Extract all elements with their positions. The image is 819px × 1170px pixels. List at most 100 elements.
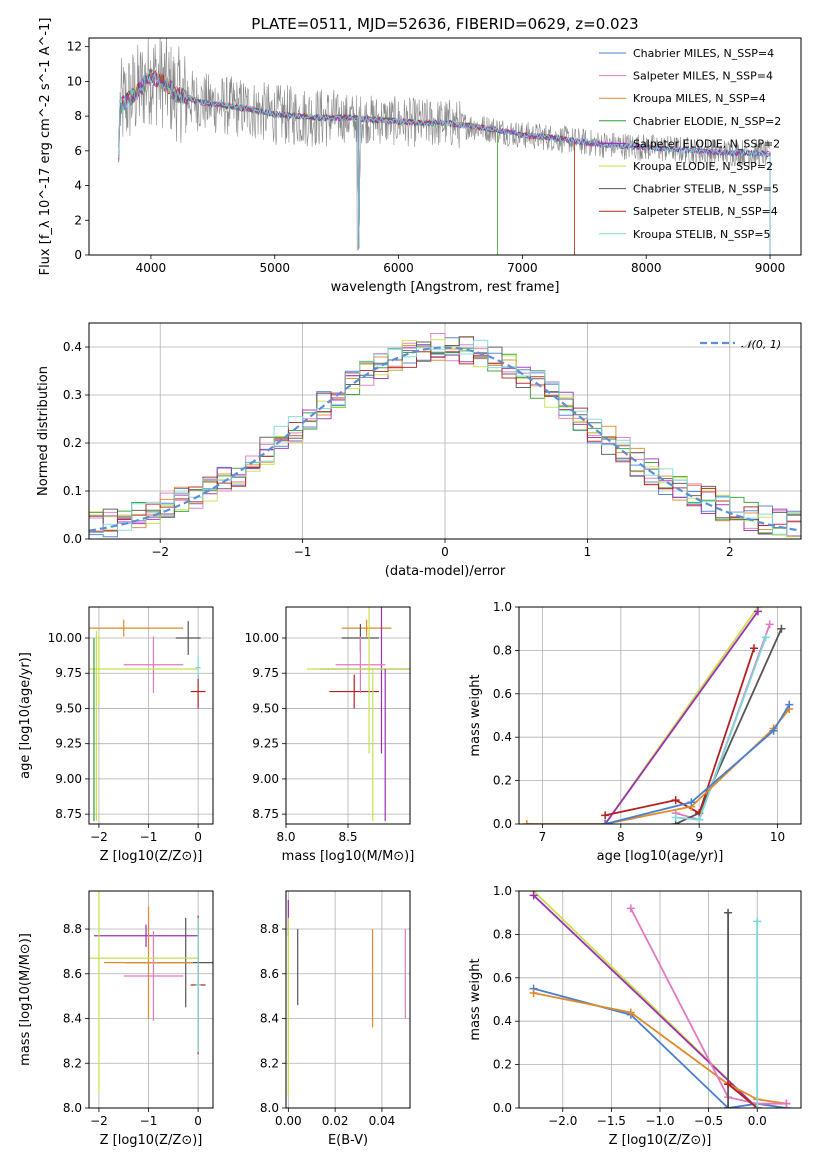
y-tick-label: 9.00 — [252, 772, 279, 786]
x-tick-label: 1 — [584, 545, 592, 559]
x-tick-label: 5000 — [259, 261, 290, 275]
x-axis-label: Z [log10(Z/Z⊙)] — [100, 1133, 203, 1148]
x-axis-label: E(B-V) — [328, 1133, 368, 1148]
axes-frame — [88, 322, 802, 540]
y-tick-label: 6 — [74, 144, 82, 158]
y-axis-label: mass [log10(M/M⊙)] — [18, 933, 33, 1066]
legend-entry: 𝒩(0, 1) — [741, 338, 781, 351]
y-tick-label: 8.2 — [260, 1056, 279, 1070]
plot-area-spectrum — [118, 38, 771, 255]
axes-frame — [518, 890, 802, 1109]
x-axis-label: wavelength [Angstrom, rest frame] — [331, 280, 560, 295]
x-tick-label: −1 — [140, 1114, 158, 1128]
x-tick-label: 0.04 — [369, 1114, 396, 1128]
weight-line-chabrier_miles — [604, 704, 791, 824]
x-tick-label: −1.0 — [645, 1114, 674, 1128]
axes-frame — [285, 606, 411, 825]
y-axis-label: mass weight — [468, 674, 483, 756]
weight-line-kroupa_miles — [526, 708, 791, 824]
y-tick-label: 1.0 — [493, 884, 512, 898]
y-tick-label: 10 — [67, 74, 82, 88]
y-tick-label: 8.0 — [260, 1101, 279, 1115]
weight-line-salpeter_elodie — [604, 610, 759, 824]
x-tick-label: −1 — [294, 545, 312, 559]
y-tick-label: 8.8 — [260, 922, 279, 936]
x-tick-label: 9 — [695, 830, 703, 844]
x-tick-label: 0 — [194, 1114, 202, 1128]
panel-age_vs_Z: −2 −1 0 8.75 9.00 9.25 9.50 9.75 10.00 Z [log10(Z… — [18, 606, 214, 864]
weight-marker-salpeter_stelib — [601, 811, 610, 820]
legend-entry: Chabrier ELODIE, N_SSP=2 — [633, 115, 781, 128]
y-tick-label: 9.50 — [55, 701, 82, 715]
weight-marker-salpeter_stelib — [724, 1080, 733, 1089]
x-tick-label: −2 — [90, 1114, 108, 1128]
y-tick-label: 12 — [67, 40, 82, 54]
plot-area-weight_vs_Z — [529, 891, 791, 1108]
x-tick-label: 9000 — [755, 261, 786, 275]
panel-mass_vs_Z: −2 −1 0 8.0 8.2 8.4 8.6 8.8 Z [log10(Z/Z⊙)] mass … — [18, 890, 214, 1148]
weight-line-kroupa_stelib — [675, 637, 767, 821]
y-tick-label: 0.6 — [493, 687, 512, 701]
panel-weight_vs_age: 7 8 9 10 0.0 0.2 0.4 0.6 0.8 1.0 age [log10(age/yr… — [468, 600, 802, 864]
y-tick-label: 1.0 — [493, 600, 512, 614]
x-axis-label: Z [log10(Z/Z⊙)] — [100, 849, 203, 864]
axes-frame — [518, 606, 802, 825]
axes-frame — [285, 890, 411, 1109]
y-tick-label: 0.0 — [63, 532, 82, 546]
y-tick-label: 8.6 — [63, 967, 82, 981]
residual-histogram-kroupa_stelib — [89, 339, 801, 535]
x-tick-label: 8 — [617, 830, 625, 844]
weight-marker-salpeter_miles — [626, 904, 635, 913]
weight-line-salpeter_miles — [675, 624, 771, 821]
weight-marker-kroupa_miles — [522, 820, 531, 824]
weight-marker-salpeter_elodie — [529, 891, 538, 900]
y-axis-label: age [log10(age/yr)] — [18, 652, 33, 779]
axes-frame — [88, 890, 214, 1109]
weight-marker-kroupa_miles — [529, 988, 538, 997]
panel-weight_vs_Z: −2.0 −1.5 −1.0 −0.5 0.0 0.0 0.2 0.4 0.6 0.8 1.0 Z [… — [468, 884, 802, 1148]
y-tick-label: 0.4 — [493, 730, 512, 744]
figure-title: PLATE=0511, MJD=52636, FIBERID=0629, z=0… — [251, 15, 638, 33]
y-tick-label: 8.75 — [55, 807, 82, 821]
x-tick-label: −2 — [151, 545, 169, 559]
weight-marker-chabrier_stelib — [724, 1104, 733, 1108]
y-tick-label: 8.6 — [260, 967, 279, 981]
weight-marker-salpeter_miles — [765, 620, 774, 629]
weight-marker-kroupa_stelib — [761, 633, 770, 642]
weight-marker-salpeter_miles — [782, 1099, 791, 1108]
y-tick-label: 9.00 — [55, 772, 82, 786]
weight-line-salpeter_stelib — [727, 1083, 758, 1108]
y-tick-label: 8.2 — [63, 1056, 82, 1070]
y-tick-label: 9.75 — [55, 666, 82, 680]
plot-area-mass_vs_Z — [89, 891, 213, 1093]
weight-marker-kroupa_stelib — [753, 917, 762, 926]
plot-area-age_vs_mass — [307, 607, 410, 822]
weight-marker-chabrier_miles — [785, 700, 794, 709]
y-tick-label: 0.8 — [493, 927, 512, 941]
panel-residuals: −2 −1 0 1 2 0.0 0.1 0.2 0.3 0.4 (data-model)/error… — [36, 322, 802, 579]
y-tick-label: 0.4 — [493, 1014, 512, 1028]
x-tick-label: 0 — [194, 830, 202, 844]
weight-line-salpeter_elodie — [532, 894, 758, 1108]
y-tick-label: 2 — [74, 213, 82, 227]
weight-marker-kroupa_stelib — [753, 1104, 762, 1108]
x-axis-label: Z [log10(Z/Z⊙)] — [609, 1133, 712, 1148]
x-tick-label: 7 — [539, 830, 547, 844]
weight-marker-chabrier_stelib — [724, 908, 733, 917]
x-tick-label: 10 — [770, 830, 785, 844]
legend-entry: Salpeter ELODIE, N_SSP=2 — [633, 137, 780, 150]
observed-spectrum — [119, 38, 771, 251]
y-tick-label: 0.2 — [63, 436, 82, 450]
y-tick-label: 10.00 — [245, 631, 279, 645]
legend-entry: Chabrier STELIB, N_SSP=5 — [633, 183, 779, 196]
plot-area-age_vs_Z — [89, 619, 206, 822]
plot-area-residuals — [89, 333, 801, 538]
y-tick-label: 0.2 — [493, 1058, 512, 1072]
y-tick-label: 8 — [74, 109, 82, 123]
normal-curve — [89, 346, 801, 532]
weight-marker-chabrier_miles — [601, 820, 610, 824]
y-tick-label: 0.2 — [493, 774, 512, 788]
x-tick-label: −1 — [140, 830, 158, 844]
y-tick-label: 9.25 — [55, 737, 82, 751]
weight-marker-chabrier_miles — [769, 726, 778, 735]
